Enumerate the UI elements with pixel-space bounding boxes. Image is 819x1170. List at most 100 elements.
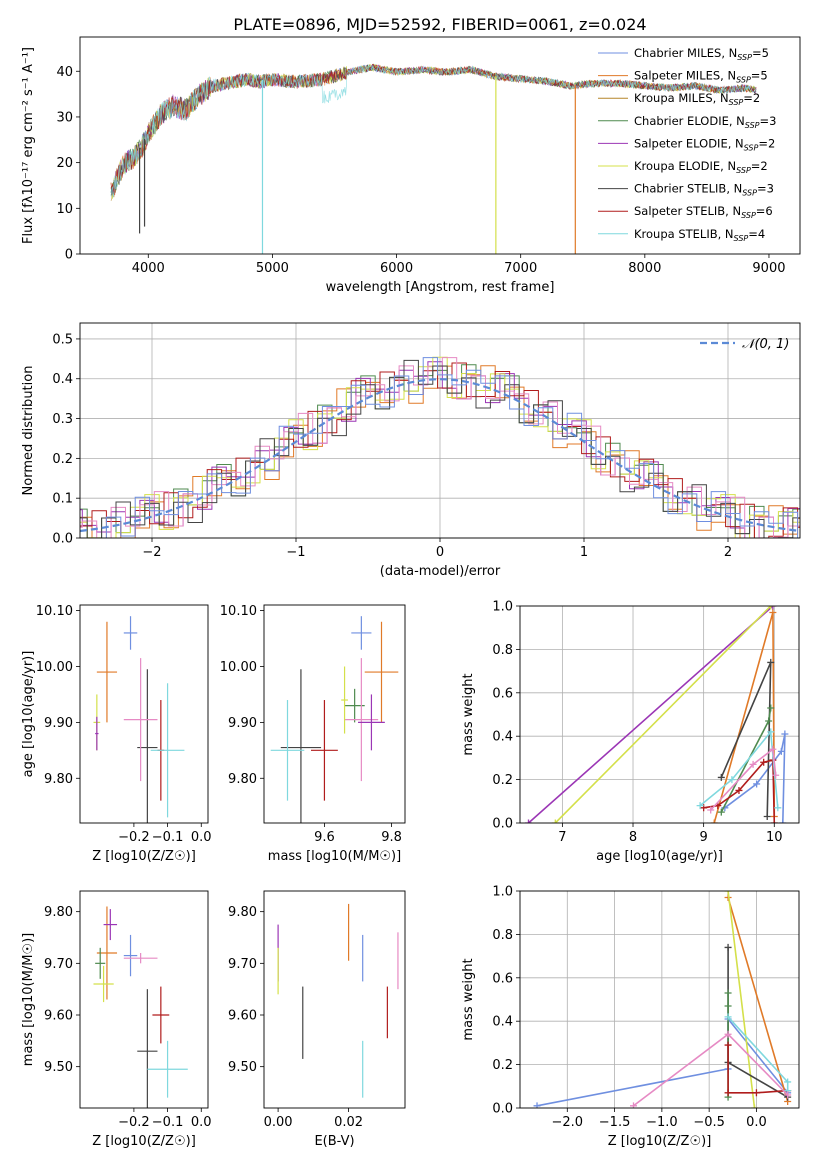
errorbar-point — [137, 989, 158, 1108]
y-axis-label: Flux [fλ10⁻¹⁷ erg cm⁻² s⁻¹ A⁻¹] — [21, 47, 36, 244]
series-line — [727, 897, 789, 1102]
histogram-step — [80, 357, 800, 538]
series-marker — [779, 819, 787, 823]
weight-series — [717, 658, 775, 820]
errorbar-point — [358, 694, 385, 751]
series-line — [633, 1033, 789, 1107]
y-tick-label: 20 — [56, 156, 73, 171]
y-tick-label: 0.6 — [492, 971, 513, 986]
y-axis-label: mass weight — [461, 673, 476, 755]
x-tick-label: −0.1 — [152, 1115, 184, 1130]
y-tick-label: 9.80 — [44, 772, 73, 787]
x-tick-label: 9000 — [752, 261, 785, 276]
weight-series — [724, 891, 759, 1108]
y-tick-label: 9.90 — [228, 716, 257, 731]
errorbar-point — [103, 909, 118, 941]
plot-area — [93, 616, 185, 823]
y-tick-label: 10.00 — [220, 660, 257, 675]
series-marker — [769, 609, 777, 617]
x-tick-label: 7000 — [504, 261, 537, 276]
x-tick-label: 10 — [766, 830, 783, 845]
series-marker — [707, 806, 715, 814]
y-tick-label: 9.80 — [228, 905, 257, 920]
chart-layer: 4000 5000 6000 7000 8000 9000010203040wavelen… — [21, 36, 801, 1149]
x-tick-label: 0.0 — [746, 1115, 767, 1130]
histogram-step — [80, 364, 800, 538]
x-tick-label: 9 — [700, 830, 708, 845]
x-tick-label: −0.1 — [152, 830, 184, 845]
series-line — [527, 606, 774, 823]
plot-frame — [263, 604, 406, 824]
series-marker — [533, 1102, 541, 1108]
series-marker — [551, 819, 559, 823]
x-tick-label: 0.00 — [264, 1115, 293, 1130]
y-tick-label: 1.0 — [492, 885, 513, 900]
series-line — [699, 729, 779, 808]
series-marker — [751, 1104, 759, 1108]
histogram-step — [80, 365, 800, 538]
weight-series — [524, 606, 777, 823]
y-tick-label: 10 — [56, 202, 73, 217]
legend-entry: Kroupa STELIB, NSSP=4 — [634, 227, 765, 243]
y-tick-label: 40 — [56, 65, 73, 80]
errorbar-point — [95, 947, 106, 979]
series-marker — [767, 606, 775, 610]
errorbar-point — [93, 965, 114, 1003]
x-tick-label: 7 — [558, 830, 566, 845]
series-marker — [760, 758, 768, 766]
y-tick-label: 0.2 — [52, 452, 73, 467]
x-axis-label: Z [log10(Z/Z☉)] — [92, 849, 196, 864]
errorbar-point — [150, 683, 185, 818]
plot-area — [80, 356, 800, 538]
y-tick-label: 10.10 — [220, 604, 257, 619]
plot-area — [533, 891, 792, 1108]
errorbar-point — [123, 658, 158, 782]
series-marker — [767, 658, 775, 666]
x-axis-label: Z [log10(Z/Z☉)] — [608, 1134, 712, 1149]
series-marker — [774, 804, 782, 812]
y-axis-label: age [log10(age/yr)] — [21, 651, 36, 778]
x-tick-label: −0.5 — [693, 1115, 725, 1130]
errorbar-point — [147, 1040, 188, 1098]
y-tick-label: 10.10 — [36, 604, 73, 619]
x-tick-label: −0.2 — [118, 830, 150, 845]
y-tick-label: 0.1 — [52, 492, 73, 507]
y-tick-label: 0.2 — [492, 773, 513, 788]
legend-entry: Chabrier ELODIE, NSSP=3 — [634, 114, 776, 130]
y-tick-label: 9.60 — [228, 1009, 257, 1024]
series-line — [713, 612, 776, 823]
legend-entry: Salpeter ELODIE, NSSP=2 — [634, 136, 775, 152]
weight-series — [629, 1030, 792, 1108]
errorbar-point — [341, 666, 348, 734]
y-tick-label: 0.3 — [52, 412, 73, 427]
y-tick-label: 0.8 — [492, 928, 513, 943]
series-marker — [753, 780, 761, 788]
y-tick-label: 0.0 — [492, 817, 513, 832]
y-tick-label: 0.2 — [492, 1058, 513, 1073]
series-marker — [724, 1041, 732, 1049]
series-marker — [724, 1089, 732, 1097]
x-tick-label: −2 — [142, 545, 161, 560]
series-marker — [769, 606, 777, 610]
panel-spectrum: 4000 5000 6000 7000 8000 9000 0 10 20 30 40 wavelen… — [21, 36, 801, 295]
x-tick-label: 0 — [436, 545, 444, 560]
plot-area — [270, 616, 399, 823]
x-axis-label: E(B-V) — [314, 1134, 354, 1149]
weight-series — [724, 1013, 792, 1095]
y-tick-label: 9.70 — [44, 957, 73, 972]
series-marker — [724, 1013, 732, 1021]
series-marker — [524, 819, 532, 823]
y-axis-label: mass weight — [461, 958, 476, 1040]
legend-entry: Salpeter STELIB, NSSP=6 — [634, 204, 773, 220]
legend-entry: Chabrier MILES, NSSP=5 — [634, 46, 769, 62]
weight-series — [724, 894, 792, 1105]
errorbar-point — [270, 700, 305, 801]
errorbar-point — [123, 616, 138, 650]
plot-area — [277, 903, 399, 1098]
y-tick-label: 0.0 — [52, 532, 73, 547]
series-marker — [717, 808, 725, 816]
x-tick-label: 1 — [580, 545, 588, 560]
legend-entry: Chabrier STELIB, NSSP=3 — [634, 182, 774, 198]
series-line — [554, 606, 772, 823]
x-tick-label: 0.0 — [191, 1115, 212, 1130]
